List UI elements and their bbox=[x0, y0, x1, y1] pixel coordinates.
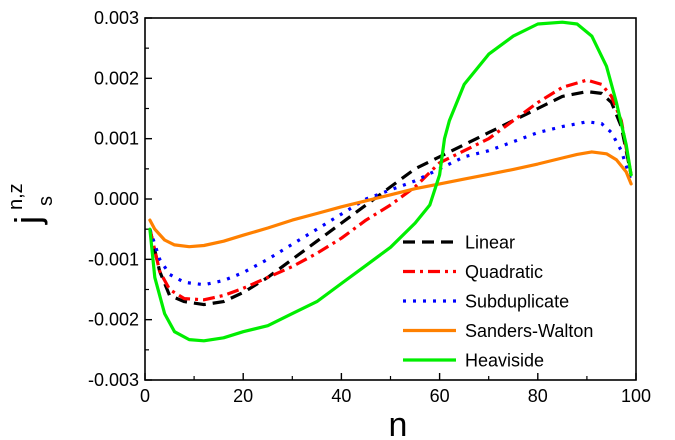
y-tick-label: 0.001 bbox=[94, 129, 139, 149]
legend-label: Linear bbox=[465, 233, 515, 253]
series-line-subduplicate bbox=[148, 120, 633, 287]
legend: Linear Quadratic Subduplicate Sanders-Walto… bbox=[403, 233, 593, 371]
y-tick-label: 0.002 bbox=[94, 68, 139, 88]
series-line-linear bbox=[148, 89, 633, 307]
x-tick-label: 40 bbox=[331, 386, 351, 406]
y-tick-label: -0.001 bbox=[88, 249, 139, 269]
legend-label: Sanders-Walton bbox=[465, 321, 593, 341]
x-axis-title: n bbox=[389, 406, 408, 440]
x-tick-label: 20 bbox=[233, 386, 253, 406]
y-axis-title-main: j bbox=[7, 216, 48, 225]
series-group bbox=[148, 20, 633, 343]
y-tick-label: 0.003 bbox=[94, 8, 139, 28]
series-line-quadratic bbox=[148, 78, 633, 302]
series-line-sanders-walton bbox=[148, 150, 633, 249]
legend-label: Heaviside bbox=[465, 351, 544, 371]
series-line-heaviside bbox=[148, 20, 633, 343]
y-tick-label: -0.002 bbox=[88, 310, 139, 330]
legend-label: Subduplicate bbox=[465, 292, 569, 312]
x-tick-label: 0 bbox=[140, 386, 150, 406]
x-tick-label: 60 bbox=[430, 386, 450, 406]
x-tick-label: 100 bbox=[621, 386, 651, 406]
y-tick-label: -0.003 bbox=[88, 370, 139, 390]
y-axis-title-sup: n,z bbox=[5, 183, 27, 210]
plot-frame bbox=[144, 17, 637, 381]
y-tick-label: 0.000 bbox=[94, 189, 139, 209]
y-axis-title: j s n,z bbox=[5, 183, 57, 225]
x-tick-label: 80 bbox=[528, 386, 548, 406]
tick-labels: 0 20 40 60 80 100 -0.003 -0.002 -0.001 0.000 0.001… bbox=[88, 8, 651, 406]
legend-label: Quadratic bbox=[465, 262, 543, 282]
y-axis-title-sub: s bbox=[35, 196, 57, 206]
